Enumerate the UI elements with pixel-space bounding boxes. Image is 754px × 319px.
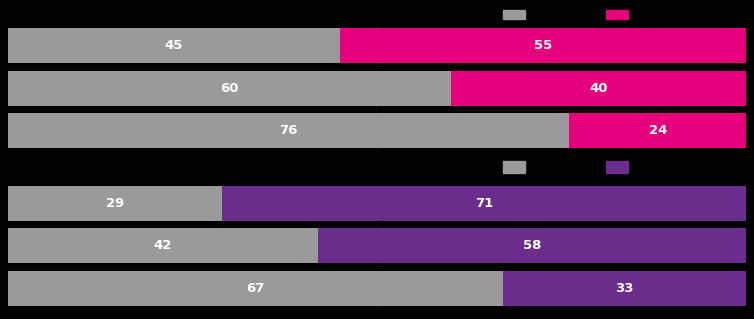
Text: 40: 40 bbox=[590, 82, 608, 95]
Bar bbox=[8, 28, 340, 63]
Text: 29: 29 bbox=[106, 197, 124, 210]
Bar bbox=[8, 228, 318, 263]
Text: 58: 58 bbox=[523, 239, 541, 252]
Bar bbox=[606, 10, 628, 19]
Text: 55: 55 bbox=[534, 39, 553, 52]
Bar bbox=[503, 271, 746, 306]
Bar bbox=[222, 186, 746, 220]
Bar bbox=[8, 71, 451, 106]
Text: 42: 42 bbox=[154, 239, 172, 252]
Bar bbox=[451, 71, 746, 106]
Bar bbox=[318, 228, 746, 263]
Text: 60: 60 bbox=[220, 82, 238, 95]
Text: 33: 33 bbox=[615, 282, 634, 295]
Bar bbox=[569, 113, 746, 148]
Bar bbox=[503, 10, 525, 19]
Text: 71: 71 bbox=[475, 197, 493, 210]
Text: 24: 24 bbox=[648, 124, 667, 137]
Bar bbox=[340, 28, 746, 63]
Bar bbox=[606, 161, 628, 173]
Bar bbox=[8, 186, 222, 220]
Bar bbox=[8, 113, 569, 148]
Text: 45: 45 bbox=[164, 39, 183, 52]
Bar bbox=[503, 161, 525, 173]
Text: 76: 76 bbox=[279, 124, 298, 137]
Bar bbox=[8, 271, 503, 306]
Text: 67: 67 bbox=[246, 282, 264, 295]
